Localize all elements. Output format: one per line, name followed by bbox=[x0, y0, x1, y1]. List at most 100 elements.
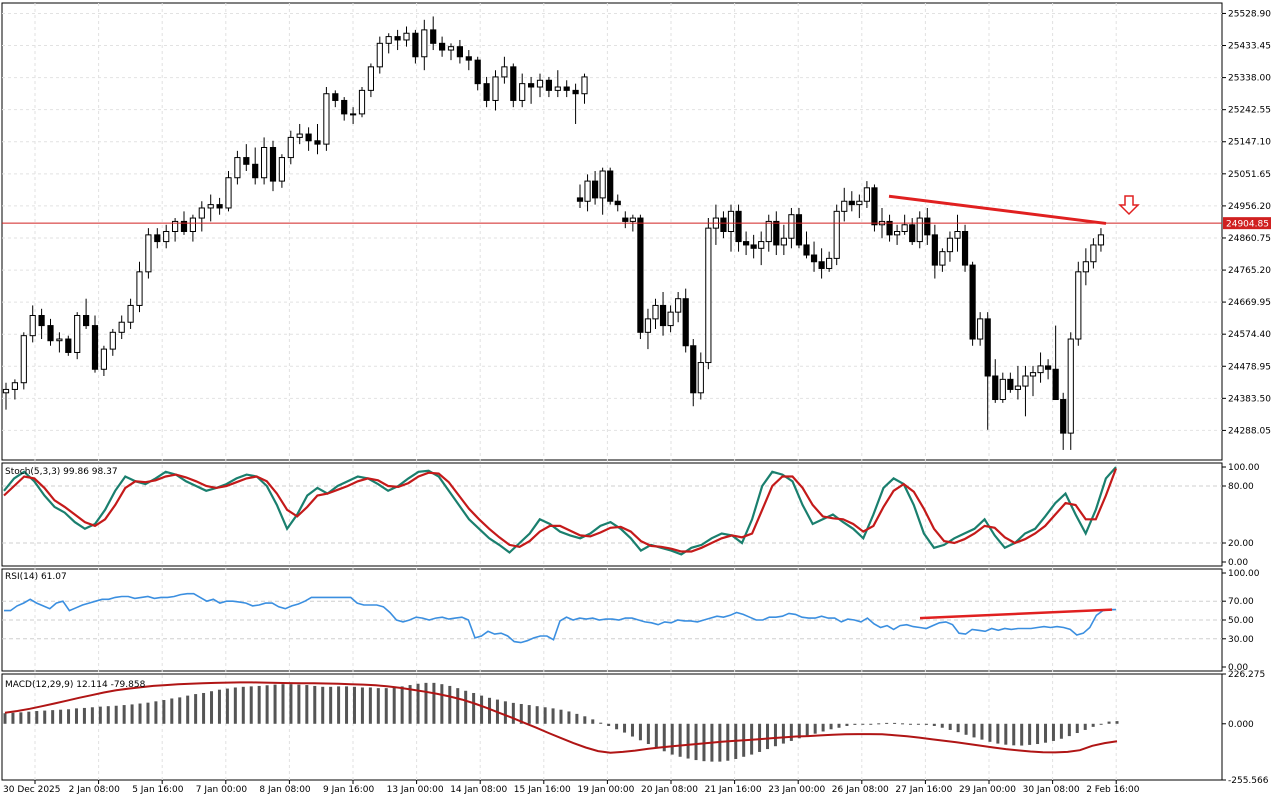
bullish-candle bbox=[536, 79, 544, 88]
time-tick-label: 8 Jan 08:00 bbox=[259, 785, 311, 795]
bearish-candle bbox=[848, 200, 855, 206]
macd-histogram-bar bbox=[225, 688, 229, 724]
bullish-candle bbox=[977, 318, 984, 340]
bearish-candle bbox=[810, 254, 818, 263]
macd-histogram-bar bbox=[138, 703, 142, 724]
macd-histogram-bar bbox=[893, 722, 897, 724]
macd-histogram-bar bbox=[1107, 721, 1111, 724]
macd-histogram-bar bbox=[241, 686, 245, 724]
bullish-candle bbox=[296, 133, 303, 138]
bullish-candle bbox=[833, 210, 840, 259]
bullish-candle bbox=[492, 76, 499, 101]
macd-histogram-bar bbox=[773, 723, 777, 747]
macd-histogram-bar bbox=[559, 709, 563, 724]
price-tick-label: 25433.45 bbox=[1228, 42, 1271, 52]
price-tick-label: 24288.05 bbox=[1228, 426, 1271, 436]
bearish-candle bbox=[563, 86, 570, 91]
macd-histogram-bar bbox=[630, 723, 634, 737]
macd-histogram-bar bbox=[472, 692, 476, 724]
macd-histogram-bar bbox=[861, 723, 865, 725]
bearish-candle bbox=[528, 83, 535, 88]
bearish-candle bbox=[243, 157, 250, 165]
macd-histogram-bar bbox=[217, 689, 221, 724]
macd-histogram-bar bbox=[313, 685, 317, 724]
rsi-tick-label: 100.00 bbox=[1228, 569, 1260, 579]
bullish-candle bbox=[278, 157, 285, 182]
bearish-candle bbox=[984, 318, 991, 377]
macd-histogram-bar bbox=[384, 688, 388, 724]
bullish-candle bbox=[1037, 365, 1044, 374]
time-tick-label: 21 Jan 16:00 bbox=[705, 785, 762, 795]
macd-histogram-bar bbox=[448, 685, 452, 724]
bearish-candle bbox=[430, 29, 437, 44]
macd-histogram-bar bbox=[924, 723, 928, 725]
bearish-candle bbox=[305, 133, 312, 142]
bearish-candle bbox=[83, 315, 90, 327]
bullish-candle bbox=[667, 311, 674, 327]
bearish-candle bbox=[614, 200, 621, 206]
bearish-candle bbox=[818, 261, 825, 269]
stoch-tick-label: 80.00 bbox=[1228, 482, 1254, 492]
bullish-candle bbox=[172, 220, 179, 232]
macd-histogram-bar bbox=[1028, 723, 1032, 745]
macd-histogram-bar bbox=[821, 723, 825, 732]
macd-histogram-bar bbox=[805, 723, 809, 736]
bearish-candle bbox=[886, 220, 893, 236]
price-tick-label: 24860.75 bbox=[1228, 234, 1271, 244]
macd-histogram-bar bbox=[154, 701, 158, 724]
bullish-candle bbox=[118, 321, 125, 333]
macd-histogram-bar bbox=[980, 723, 984, 740]
bearish-candle bbox=[154, 234, 161, 243]
bearish-candle bbox=[38, 315, 45, 327]
macd-histogram-bar bbox=[1004, 723, 1008, 745]
macd-histogram-bar bbox=[35, 711, 39, 724]
macd-histogram-bar bbox=[781, 723, 785, 744]
macd-histogram-bar bbox=[186, 695, 190, 724]
macd-histogram-bar bbox=[1075, 723, 1079, 734]
macd-histogram-bar bbox=[146, 702, 150, 724]
bullish-candle bbox=[954, 231, 961, 239]
panel-frame-stoch bbox=[1, 462, 1223, 567]
macd-histogram-bar bbox=[932, 723, 936, 726]
bullish-candle bbox=[788, 214, 795, 239]
macd-histogram-bar bbox=[567, 711, 571, 724]
bearish-candle bbox=[961, 231, 969, 266]
price-tick-label: 25338.00 bbox=[1228, 74, 1271, 84]
bullish-candle bbox=[350, 113, 357, 116]
price-tick-label: 24765.20 bbox=[1228, 266, 1271, 276]
time-tick-label: 14 Jan 08:00 bbox=[450, 785, 507, 795]
macd-histogram-bar bbox=[249, 686, 253, 724]
time-tick-label: 29 Jan 00:00 bbox=[959, 785, 1016, 795]
bullish-candle bbox=[1014, 385, 1021, 390]
bullish-candle bbox=[519, 83, 526, 101]
macd-histogram-bar bbox=[940, 723, 944, 728]
macd-histogram-bar bbox=[789, 723, 793, 741]
time-tick-label: 13 Jan 00:00 bbox=[387, 785, 444, 795]
bearish-candle bbox=[909, 224, 916, 243]
panel-frames bbox=[1, 2, 1223, 781]
macd-histogram-bar bbox=[972, 723, 976, 738]
bullish-candle bbox=[367, 66, 374, 91]
bearish-candle bbox=[216, 204, 223, 209]
macd-histogram-bar bbox=[162, 700, 166, 724]
macd-histogram-bar bbox=[432, 682, 436, 724]
macd-histogram-bar bbox=[615, 723, 619, 730]
bearish-candle bbox=[269, 146, 277, 182]
bullish-candle bbox=[554, 86, 561, 91]
bullish-candle bbox=[999, 378, 1006, 401]
current-price-badge bbox=[1223, 217, 1271, 230]
bearish-candle bbox=[314, 140, 321, 145]
macd-histogram-bar bbox=[122, 705, 126, 724]
bearish-candle bbox=[483, 83, 490, 101]
macd-histogram-bar bbox=[464, 690, 468, 724]
stoch-tick-label: 0.00 bbox=[1228, 558, 1248, 568]
bullish-candle bbox=[20, 335, 27, 384]
macd-histogram-bar bbox=[368, 687, 372, 724]
bearish-candle bbox=[1045, 365, 1052, 370]
bullish-candle bbox=[581, 76, 588, 95]
macd-histogram-bar bbox=[106, 706, 110, 724]
time-tick-label: 5 Jan 16:00 bbox=[132, 785, 184, 795]
time-tick-label: 7 Jan 00:00 bbox=[196, 785, 248, 795]
rsi-tick-label: 70.00 bbox=[1228, 597, 1254, 607]
macd-histogram-bar bbox=[1020, 723, 1024, 746]
